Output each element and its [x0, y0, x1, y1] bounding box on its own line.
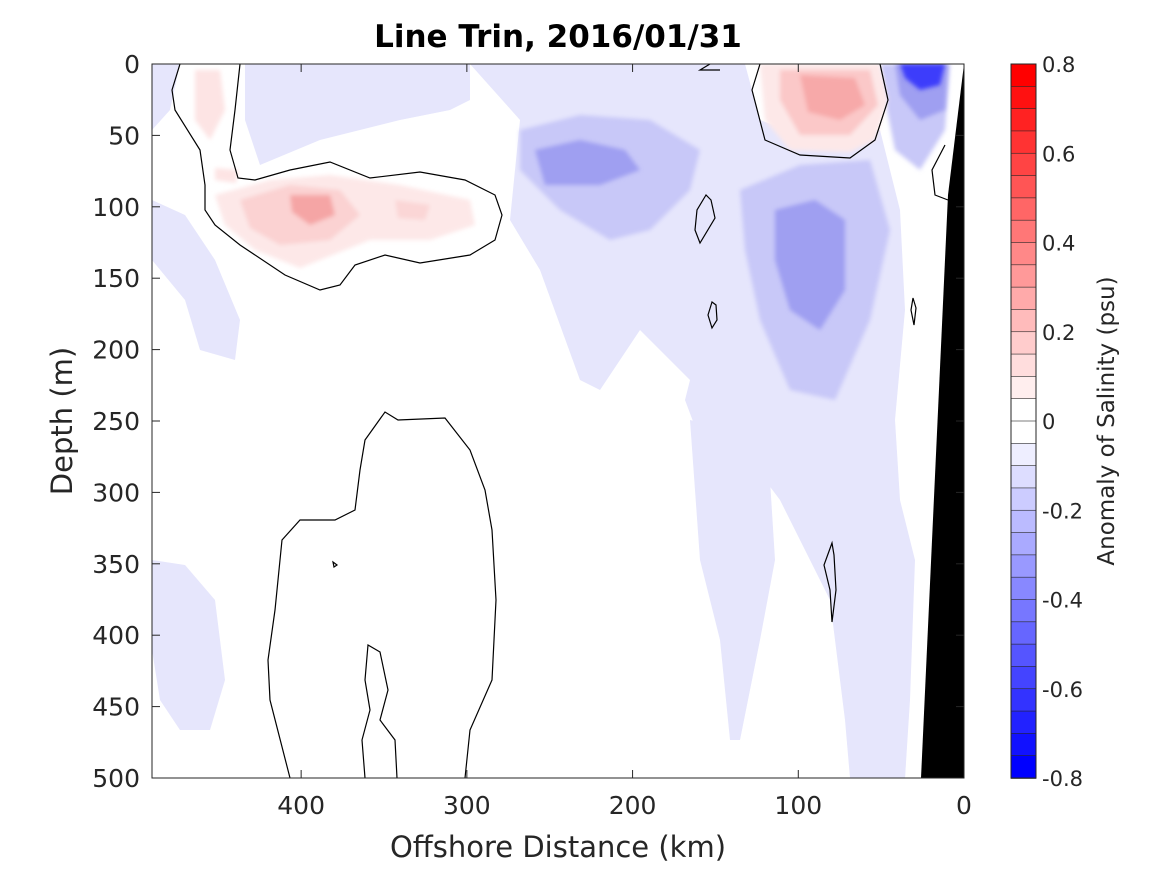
y-tick-label: 400: [92, 621, 140, 650]
colorbar-swatch: [1010, 666, 1037, 690]
colorbar-swatch: [1010, 353, 1037, 378]
colorbar-swatch: [1010, 643, 1037, 668]
colorbar-swatch: [1010, 175, 1037, 199]
colorbar-tick-label: 0.8: [1042, 53, 1075, 77]
y-tick-label: 250: [92, 407, 140, 436]
zero-contour: [931, 144, 949, 201]
positive-anomaly-bands: [195, 64, 888, 268]
zero-contour: [707, 301, 718, 330]
zero-contours: [171, 64, 949, 778]
zero-contour: [823, 540, 837, 623]
colorbar-swatch: [1010, 509, 1037, 534]
colorbar-swatch: [1010, 242, 1037, 266]
zero-contour: [751, 64, 889, 159]
colorbar-swatch: [1010, 688, 1037, 712]
zero-contour: [171, 64, 503, 291]
negative-anomaly-bands-4: [900, 64, 945, 90]
colorbar-frame: [1010, 63, 1037, 779]
x-tick-label: 100: [774, 791, 822, 820]
zero-contour: [332, 560, 339, 568]
colorbar-swatch: [1010, 376, 1037, 400]
colorbar-swatch: [1010, 197, 1037, 221]
colorbar-swatch: [1010, 152, 1037, 177]
colorbar-swatch: [1010, 63, 1037, 88]
bathymetry-slope: [921, 64, 964, 778]
colorbar-swatch: [1010, 710, 1037, 735]
y-tick-label: 200: [92, 336, 140, 365]
colorbar-swatch: [1010, 286, 1037, 311]
negative-band-level1: [690, 420, 775, 740]
colorbar-swatch: [1010, 554, 1037, 578]
colorbar-swatch: [1010, 108, 1037, 132]
negative-band-level1: [858, 530, 912, 778]
x-axis: 400 300 200 100 0: [277, 64, 972, 820]
colorbar-tick-label: 0.6: [1042, 142, 1075, 166]
negative-band-level3: [775, 200, 845, 330]
y-tick-label: 300: [92, 478, 140, 507]
y-tick-label: 450: [92, 693, 140, 722]
colorbar-swatch: [1010, 219, 1037, 244]
colorbar-swatch: [1010, 599, 1037, 623]
x-tick-label: 400: [277, 791, 325, 820]
y-tick-label: 50: [108, 121, 140, 150]
zero-contour: [697, 64, 720, 71]
negative-band-level3: [535, 140, 640, 185]
colorbar-swatch: [1010, 532, 1037, 556]
negative-band-core: [900, 64, 945, 90]
colorbar-swatch: [1010, 621, 1037, 645]
chart-title: Line Trin, 2016/01/31: [374, 19, 742, 55]
y-tick-label: 0: [124, 50, 140, 79]
colorbar-swatch: [1010, 465, 1037, 489]
colorbar-swatch: [1010, 576, 1037, 601]
colorbar-swatch: [1010, 755, 1037, 779]
negative-band-level1: [245, 64, 470, 165]
colorbar-tick-label: 0.4: [1042, 232, 1075, 256]
colorbar-swatch: [1010, 264, 1037, 288]
colorbar-tick-label: -0.8: [1042, 767, 1083, 791]
negative-band-level1: [152, 560, 225, 730]
negative-band-level1: [152, 64, 180, 130]
zero-contour: [361, 644, 398, 778]
colorbar-swatch: [1010, 331, 1037, 355]
colorbar-label: Anomaly of Salinity (psu): [1094, 276, 1120, 565]
zero-contour: [267, 411, 497, 778]
x-tick-label: 300: [443, 791, 491, 820]
y-tick-label: 100: [92, 193, 140, 222]
x-tick-label: 0: [956, 791, 972, 820]
colorbar-swatch: [1010, 733, 1037, 757]
y-axis: 0 50 100 150 200 250 300 350 400 450 500: [92, 50, 964, 793]
colorbar-swatch: [1010, 487, 1037, 512]
positive-band-level1: [215, 168, 238, 183]
colorbar: 0.8 0.6 0.4 0.2 0 -0.2 -0.4 -0.6 -0.8: [1010, 53, 1083, 791]
colorbar-tick-label: -0.4: [1042, 589, 1083, 613]
positive-band-level3: [290, 195, 335, 225]
colorbar-swatch: [1010, 86, 1037, 110]
colorbar-swatch: [1010, 130, 1037, 155]
x-axis-label: Offshore Distance (km): [390, 830, 726, 864]
negative-band-level1: [152, 200, 240, 360]
zero-contour: [910, 297, 917, 326]
positive-band-level2: [395, 200, 430, 220]
y-axis-label: Depth (m): [45, 347, 79, 495]
y-tick-label: 500: [92, 764, 140, 793]
colorbar-tick-label: 0.2: [1042, 321, 1075, 345]
colorbar-tick-label: -0.6: [1042, 678, 1083, 702]
colorbar-swatch: [1010, 309, 1037, 333]
colorbar-swatch: [1010, 420, 1037, 445]
positive-band-level1: [195, 70, 225, 140]
colorbar-swatch: [1010, 443, 1037, 467]
positive-band-level3: [800, 75, 865, 120]
plot-area: [152, 64, 964, 778]
colorbar-tick-label: 0: [1042, 410, 1055, 434]
colorbar-swatch: [1010, 398, 1037, 422]
zero-contour: [694, 194, 716, 245]
x-tick-label: 200: [609, 791, 657, 820]
y-tick-label: 150: [92, 264, 140, 293]
y-tick-label: 350: [92, 550, 140, 579]
colorbar-tick-label: -0.2: [1042, 499, 1083, 523]
